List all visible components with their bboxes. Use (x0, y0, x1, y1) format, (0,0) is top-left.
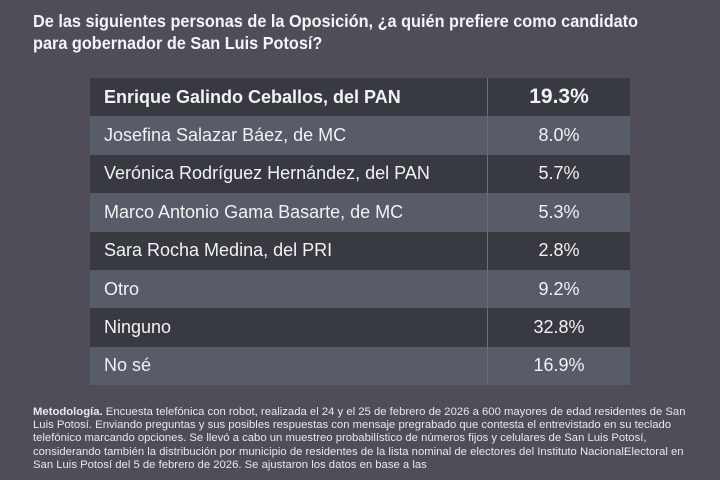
table-row: Verónica Rodríguez Hernández, del PAN 5.… (90, 154, 630, 194)
candidate-percentage: 8.0% (538, 125, 580, 146)
table-row: Josefina Salazar Báez, de MC 8.0% (90, 116, 630, 155)
candidate-name: Marco Antonio Gama Basarte, de MC (90, 193, 488, 232)
candidate-percentage: 2.8% (538, 240, 580, 261)
table-row: No sé 16.9% (90, 346, 630, 386)
option-percentage: 9.2% (538, 278, 580, 299)
table-row: Ninguno 32.8% (90, 308, 630, 347)
methodology-label: Metodología. (33, 406, 103, 418)
option-percentage: 32.8% (533, 317, 585, 338)
candidate-name: Verónica Rodríguez Hernández, del PAN (90, 154, 488, 194)
candidate-name: Josefina Salazar Báez, de MC (90, 116, 488, 155)
table-row: Sara Rocha Medina, del PRI 2.8% (90, 231, 630, 270)
candidate-name: Sara Rocha Medina, del PRI (90, 231, 488, 270)
results-table: Enrique Galindo Ceballos, del PAN 19.3% … (90, 78, 630, 386)
survey-question-title: De las siguientes personas de la Oposici… (33, 11, 639, 53)
candidate-percentage: 19.3% (529, 85, 589, 109)
methodology-note: Metodología. Encuesta telefónica con rob… (33, 406, 698, 472)
candidate-name: Enrique Galindo Ceballos, del PAN (90, 78, 488, 117)
methodology-text: Encuesta telefónica con robot, realizada… (33, 406, 686, 471)
option-percentage: 16.9% (533, 355, 585, 376)
option-name: Otro (90, 269, 488, 309)
table-row: Marco Antonio Gama Basarte, de MC 5.3% (90, 193, 630, 232)
option-name: Ninguno (90, 308, 488, 347)
candidate-percentage: 5.3% (538, 201, 580, 222)
candidate-percentage: 5.7% (538, 163, 580, 184)
table-row: Otro 9.2% (90, 269, 630, 309)
table-row: Enrique Galindo Ceballos, del PAN 19.3% (90, 78, 630, 117)
option-name: No sé (90, 346, 488, 386)
